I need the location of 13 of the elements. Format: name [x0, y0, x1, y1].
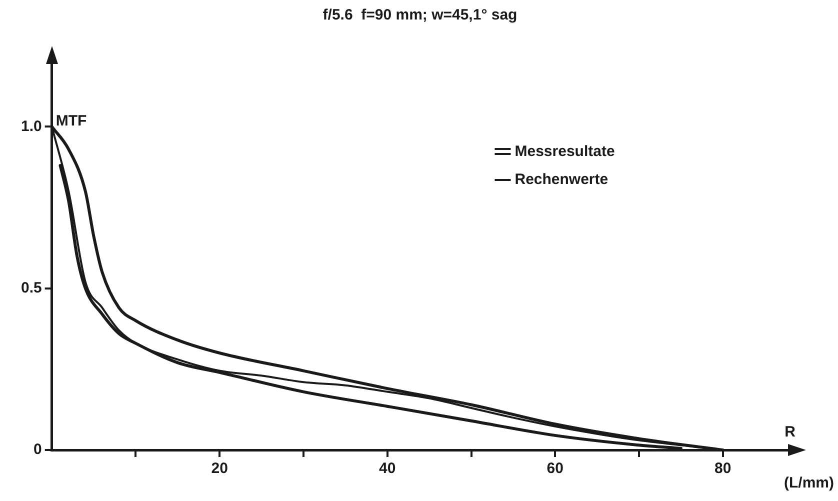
- legend-label: Rechenwerte: [514, 171, 608, 188]
- y-tick-label: 0: [34, 441, 42, 458]
- legend-label: Messresultate: [514, 143, 615, 160]
- text: (L/mm): [784, 474, 834, 492]
- y-tick-label: 1.0: [20, 118, 42, 135]
- y-tick-label: 0.5: [20, 279, 42, 296]
- chart-title: f/5.6 f=90 mm; w=45,1° sag: [322, 6, 518, 24]
- y-axis-title: MTF: [56, 112, 87, 130]
- x-tick-label: 20: [211, 460, 228, 478]
- x-axis-title: R: [784, 424, 796, 441]
- x-tick-label: 40: [379, 460, 396, 478]
- x-tick-label: 60: [546, 460, 564, 478]
- x-tick-label: 80: [714, 460, 732, 478]
